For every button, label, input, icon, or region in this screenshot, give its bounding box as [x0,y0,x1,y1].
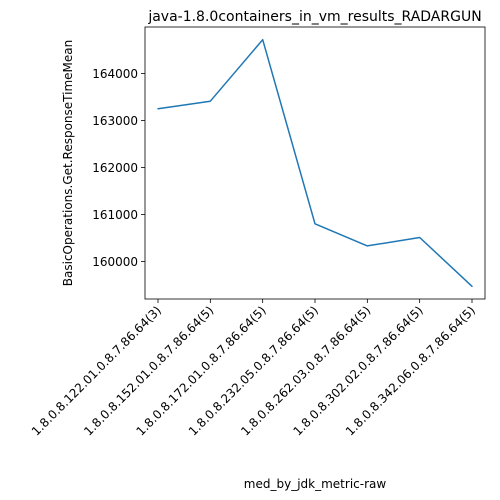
x-axis: 1.8.0.8.122.01.0.8.7.86.64(3)1.8.0.8.152… [29,299,478,439]
series-line [157,38,473,288]
y-tick-label: 161000 [92,208,138,222]
x-axis-label: med_by_jdk_metric-raw [244,477,387,491]
y-tick-label: 164000 [92,67,138,81]
y-axis: 160000 161000 162000 163000 164000 [92,67,145,269]
series-layer [157,38,473,288]
plot-area: 160000 161000 162000 163000 164000 1.8.0.8.1… [29,26,486,439]
y-axis-label: BasicOperations.Get.ResponseTimeMean [61,40,75,286]
y-tick-label: 163000 [92,114,138,128]
chart-title: java-1.8.0containers_in_vm_results_RADAR… [147,9,481,25]
y-tick-label: 160000 [92,255,138,269]
plot-frame [144,26,486,300]
y-tick-label: 162000 [92,161,138,175]
